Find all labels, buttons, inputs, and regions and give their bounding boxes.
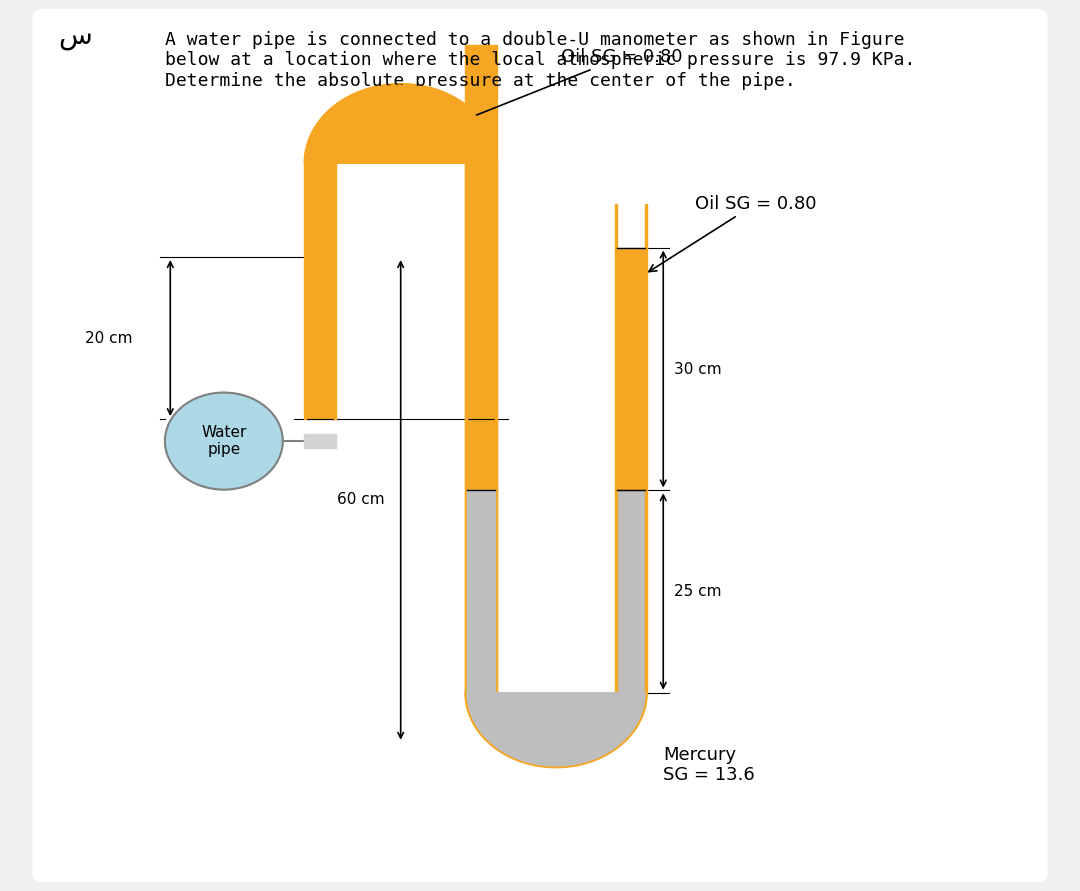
Circle shape xyxy=(165,393,283,490)
Text: 25 cm: 25 cm xyxy=(674,584,721,599)
Text: س: س xyxy=(57,21,92,50)
Text: Mercury
SG = 13.6: Mercury SG = 13.6 xyxy=(663,746,755,784)
Polygon shape xyxy=(307,86,495,163)
Polygon shape xyxy=(334,109,468,163)
Polygon shape xyxy=(468,692,645,766)
Text: Water
pipe: Water pipe xyxy=(201,425,246,457)
Text: 30 cm: 30 cm xyxy=(674,362,721,377)
Polygon shape xyxy=(495,692,617,743)
Text: Oil SG = 0.80: Oil SG = 0.80 xyxy=(416,48,683,140)
Polygon shape xyxy=(305,84,497,163)
Text: 20 cm: 20 cm xyxy=(85,331,133,346)
Text: A water pipe is connected to a double-U manometer as shown in Figure
below at a : A water pipe is connected to a double-U … xyxy=(165,30,915,90)
Text: Oil SG = 0.80: Oil SG = 0.80 xyxy=(649,194,816,272)
Polygon shape xyxy=(465,692,647,768)
Text: 60 cm: 60 cm xyxy=(337,493,384,508)
